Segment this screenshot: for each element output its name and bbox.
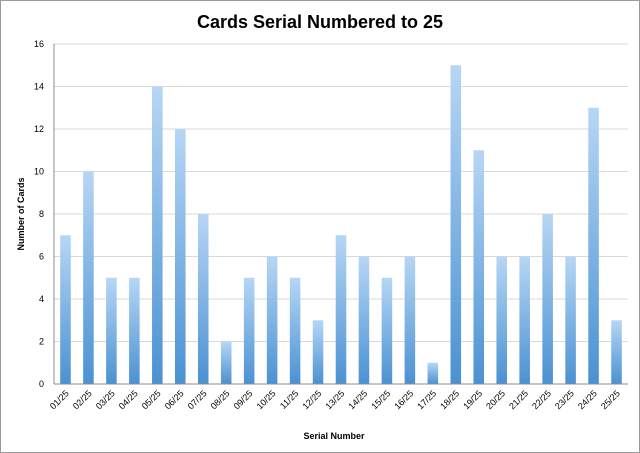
bar-05-25	[152, 86, 163, 384]
x-tick-label: 17/25	[415, 388, 438, 411]
x-tick-labels: 01/25 02/25 03/25 04/25 05/25 06/25 07/25 08/25…	[48, 388, 622, 411]
x-tick-label: 06/25	[163, 388, 186, 411]
bar-13-25	[335, 235, 347, 384]
bar-25-25	[611, 320, 622, 384]
bar-24-25	[588, 107, 599, 384]
x-tick-label: 20/25	[484, 388, 507, 411]
y-axis-label: Number of Cards	[16, 177, 26, 250]
y-tick-labels: 0 2 4 6 8 10 12 14 16	[34, 39, 44, 389]
bar-16-25	[404, 256, 416, 384]
bar-11-25	[289, 277, 301, 384]
y-tick-label: 16	[34, 39, 44, 49]
bar-15-25	[381, 277, 393, 384]
x-tick-label: 09/25	[232, 388, 255, 411]
x-tick-label: 14/25	[346, 388, 369, 411]
bar-12-25	[312, 320, 324, 384]
y-tick-label: 0	[39, 379, 44, 389]
x-tick-label: 10/25	[255, 388, 278, 411]
x-tick-label: 25/25	[599, 388, 622, 411]
bar-18-25	[450, 65, 462, 384]
y-tick-label: 4	[39, 294, 44, 304]
bar-07-25	[197, 214, 209, 384]
bar-09-25	[243, 277, 255, 384]
y-tick-label: 12	[34, 124, 44, 134]
x-tick-label: 05/25	[140, 388, 163, 411]
x-tick-label: 23/25	[553, 388, 576, 411]
bar-06-25	[174, 129, 186, 384]
y-tick-label: 8	[39, 209, 44, 219]
x-tick-label: 15/25	[369, 388, 392, 411]
x-tick-label: 07/25	[186, 388, 209, 411]
bar-20-25	[496, 256, 508, 384]
bar-14-25	[358, 256, 370, 384]
x-tick-label: 21/25	[507, 388, 530, 411]
x-tick-label: 02/25	[71, 388, 94, 411]
x-tick-label: 12/25	[300, 388, 323, 411]
x-tick-label: 08/25	[209, 388, 232, 411]
bar-03-25	[106, 277, 117, 384]
bar-01-25	[60, 235, 71, 384]
x-tick-label: 03/25	[94, 388, 117, 411]
x-tick-label: 11/25	[278, 388, 301, 411]
x-tick-label: 16/25	[392, 388, 415, 411]
bar-19-25	[473, 150, 485, 384]
x-axis-label: Serial Number	[303, 431, 365, 441]
bar-04-25	[129, 277, 140, 384]
chart-title: Cards Serial Numbered to 25	[197, 12, 443, 32]
bar-08-25	[220, 341, 232, 384]
x-tick-label: 01/25	[48, 388, 71, 411]
y-tick-label: 2	[39, 337, 44, 347]
y-tick-label: 10	[34, 167, 44, 177]
bar-21-25	[519, 256, 530, 384]
y-tick-label: 6	[39, 252, 44, 262]
bar-10-25	[266, 256, 278, 384]
x-tick-label: 18/25	[438, 388, 461, 411]
bar-17-25	[427, 362, 439, 384]
bar-23-25	[565, 256, 576, 384]
bars	[60, 65, 622, 384]
y-tick-label: 14	[34, 82, 44, 92]
x-tick-label: 19/25	[461, 388, 484, 411]
bar-02-25	[83, 171, 94, 384]
x-tick-label: 04/25	[117, 388, 140, 411]
x-tick-label: 13/25	[323, 388, 346, 411]
x-tick-label: 24/25	[576, 388, 599, 411]
bar-22-25	[542, 214, 553, 384]
x-tick-label: 22/25	[530, 388, 553, 411]
